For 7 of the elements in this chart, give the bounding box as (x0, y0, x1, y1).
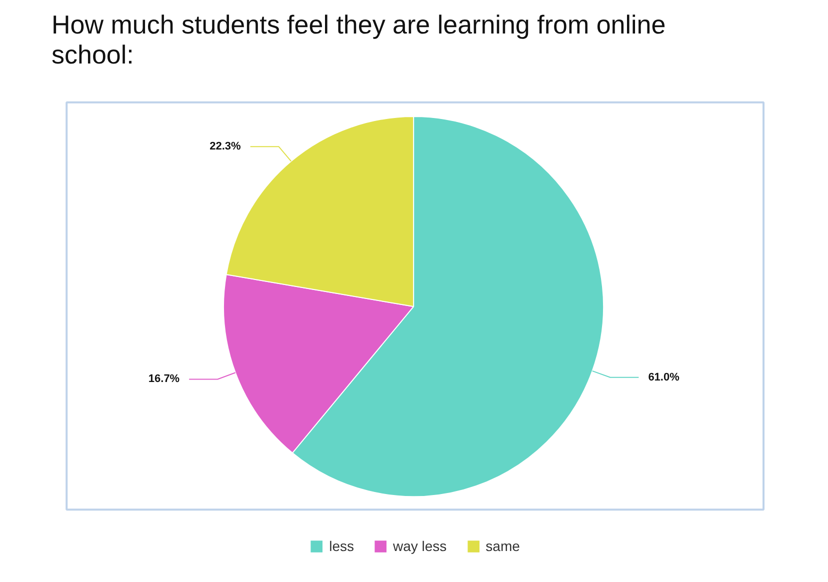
legend-label: less (329, 538, 354, 554)
legend-label: way less (392, 538, 447, 554)
data-label: 61.0% (648, 371, 680, 384)
legend-label: same (486, 538, 520, 554)
data-label: 22.3% (210, 140, 242, 153)
data-label: 16.7% (148, 373, 180, 386)
chart-title: How much students feel they are learning from online school: (52, 10, 666, 70)
